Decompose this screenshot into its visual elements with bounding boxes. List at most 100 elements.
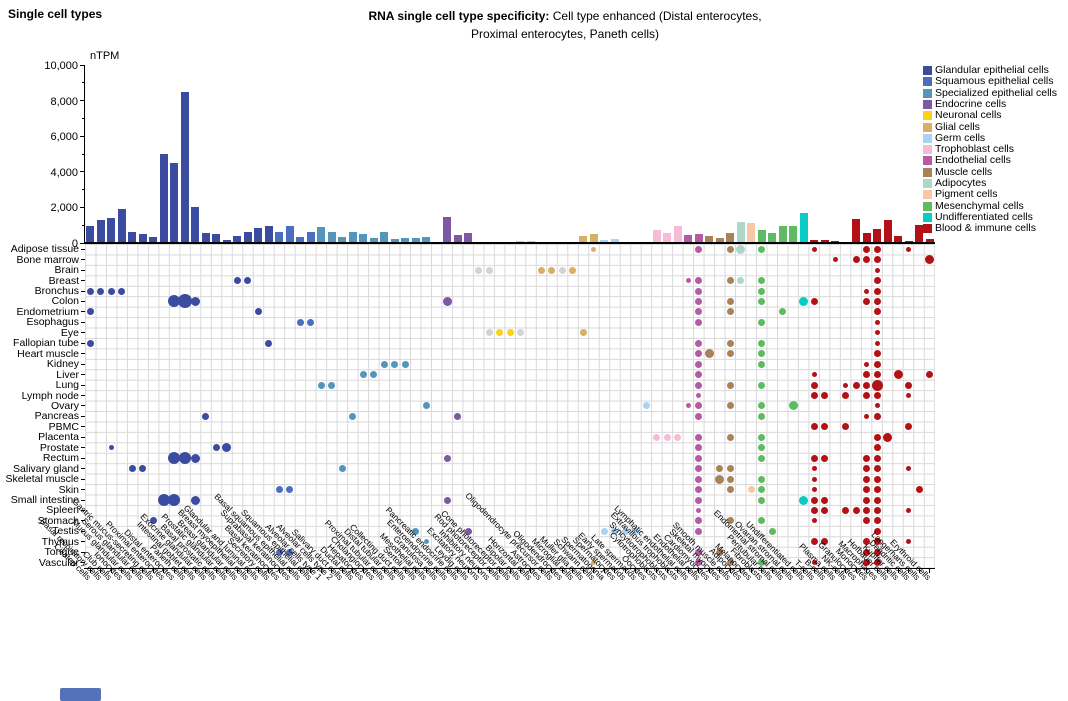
tissue-label-esophagus[interactable]: Esophagus [26,316,79,329]
tissue-label-skin[interactable]: Skin [58,483,79,496]
dot-brain-oligodendrocytes[interactable] [558,266,566,274]
dot-small-intestine-macrophages[interactable] [873,496,881,504]
dot-testis-spermatogonia[interactable] [600,527,608,535]
dot-salivary-gland-endothelial-cells[interactable] [695,465,703,473]
dot-skin-smooth-muscle-cells[interactable] [726,486,734,494]
dot-testis-peritubular-cells[interactable] [768,527,776,535]
tissue-label-stomach[interactable]: Stomach [37,514,79,527]
dot-lymph-node-b-cells[interactable] [821,392,829,400]
dot-lung-dendritic-cells[interactable] [905,381,913,389]
bar-mucus-glandular-cells[interactable] [128,232,137,242]
dot-breast-macrophages[interactable] [873,277,881,285]
dot-esophagus-fibroblasts[interactable] [758,318,766,326]
dot-rectum-monocytes[interactable] [863,454,871,462]
dot-testis-late-spermatids[interactable] [632,527,640,535]
dot-stomach-fibroblasts[interactable] [758,517,766,525]
dot-esophagus-macrophages[interactable] [874,319,880,325]
bar-distal-tubular-cells[interactable] [390,238,399,242]
dot-placenta-endothelial-cells[interactable] [695,433,703,441]
dot-skin-suprabasal-keratinocytes[interactable] [286,486,294,494]
dot-lung-endothelial-cells[interactable] [695,381,703,389]
bar-b-cells[interactable] [820,240,829,242]
dot-rectum-fibroblasts[interactable] [758,454,766,462]
bar-proximal-tubular-cells[interactable] [380,232,389,242]
bar-secretory-cells[interactable] [264,225,273,242]
dot-eye-rod-photoreceptor-cells[interactable] [496,329,503,337]
dot-fallopian-tube-ciliated-cells[interactable] [86,339,94,347]
dot-placenta-smooth-muscle-cells[interactable] [726,433,734,441]
dot-salivary-gland-dendritic-cells[interactable] [906,466,912,472]
bar-fibroblasts[interactable] [757,229,766,242]
dot-vascular-schwann-cells[interactable] [591,560,597,566]
dot-lung-t-cells[interactable] [810,381,818,389]
bar-salivary-duct-cells[interactable] [338,237,347,242]
dot-ovary-smooth-muscle-cells[interactable] [726,402,734,410]
dot-kidney-proximal-tubular-cells[interactable] [380,360,388,368]
dot-liver-kupffer-cells[interactable] [893,370,903,380]
dot-skin-langerhans-cells[interactable] [915,486,923,494]
dot-testis-spermatocytes[interactable] [611,527,619,535]
dot-salivary-gland-smooth-muscle-cells[interactable] [726,465,734,473]
bar-lymphatic-endothelial-cells[interactable] [684,234,693,242]
dot-tongue-skeletal-myocytes[interactable] [716,548,724,556]
bar-intestinal-goblet-cells[interactable] [191,207,200,242]
dot-small-intestine-enteroendocrine-cells[interactable] [443,496,451,504]
bar-endothelial-cells[interactable] [694,233,703,242]
bar-mesothelial-cells[interactable] [422,237,431,242]
tissue-label-endometrium[interactable]: Endometrium [16,305,79,318]
tissue-label-ovary[interactable]: Ovary [50,399,79,412]
dot-pbmc-t-cells[interactable] [810,423,818,431]
dot-placenta-cytotrophoblasts[interactable] [653,433,661,441]
bar-extravillous-trophoblasts[interactable] [673,225,682,242]
bar-langerhans-cells[interactable] [915,225,924,242]
dot-tongue-monocytes[interactable] [863,548,871,556]
tissue-label-rectum[interactable]: Rectum [42,452,79,465]
dot-eye-muller-glia-cells[interactable] [579,329,587,337]
dot-adipose-tissue-adipocytes[interactable] [736,244,746,254]
dot-ovary-lymphatic-endothelial-cells[interactable] [685,403,691,409]
tissue-label-breast[interactable]: Breast [48,274,79,287]
dot-colon-t-cells[interactable] [810,297,818,305]
dot-skeletal-muscle-macrophages[interactable] [873,475,881,483]
dot-kidney-macrophages[interactable] [873,360,881,368]
dot-prostate-club-cells[interactable] [108,445,114,451]
dot-skin-fibroblasts[interactable] [758,486,766,494]
tissue-label-tongue[interactable]: Tongue [44,546,79,559]
dot-bone-marrow-plasma-cells[interactable] [832,257,838,263]
dot-brain-excitatory-neurons[interactable] [475,266,483,274]
partial-element-bottom[interactable] [60,688,101,701]
tissue-label-adipose-tissue[interactable]: Adipose tissue [10,243,79,256]
dot-colon-smooth-muscle-cells[interactable] [726,297,734,305]
bar-squamous-epithelial-cells[interactable] [306,232,315,242]
dot-spleen-t-cells[interactable] [810,506,818,514]
dot-thymus-t-cells[interactable] [810,538,818,546]
dot-bronchus-ionocytes[interactable] [118,287,126,295]
dot-skeletal-muscle-endothelial-cells[interactable] [695,475,703,483]
dot-stomach-gastric-mucus-secreting-cells[interactable] [149,517,157,525]
dot-bone-marrow-granulocytes[interactable] [852,256,860,264]
dot-colon-intestinal-goblet-cells[interactable] [190,296,200,306]
tissue-label-colon[interactable]: Colon [51,295,79,308]
dot-kidney-monocytes[interactable] [864,361,870,367]
dot-stomach-t-cells[interactable] [811,518,817,524]
bar-ionocytes[interactable] [117,209,126,242]
dot-prostate-fibroblasts[interactable] [758,444,766,452]
bar-kupffer-cells[interactable] [894,235,903,242]
bar-serous-glandular-cells[interactable] [138,233,147,242]
dot-thymus-b-cells[interactable] [821,538,829,546]
dot-heart-muscle-macrophages[interactable] [873,350,881,358]
dot-lymph-node-nk-cells[interactable] [842,392,850,400]
tissue-label-salivary-gland[interactable]: Salivary gland [13,462,79,475]
bar-ovarian-stromal-cells[interactable] [789,225,798,242]
dot-colon-fibroblasts[interactable] [758,297,766,305]
dot-prostate-macrophages[interactable] [873,444,881,452]
bar-skeletal-myocytes[interactable] [715,238,724,242]
dot-liver-macrophages[interactable] [873,371,881,379]
dot-vascular-monocytes[interactable] [863,559,871,567]
dot-colon-undifferentiated-cells[interactable] [799,296,809,306]
dot-testis-endothelial-cells[interactable] [695,527,703,535]
dot-rectum-distal-enterocytes[interactable] [168,452,181,465]
dot-esophagus-endothelial-cells[interactable] [695,318,703,326]
bar-bipolar-cells[interactable] [516,240,525,242]
dot-rectum-paneth-cells[interactable] [178,452,191,465]
